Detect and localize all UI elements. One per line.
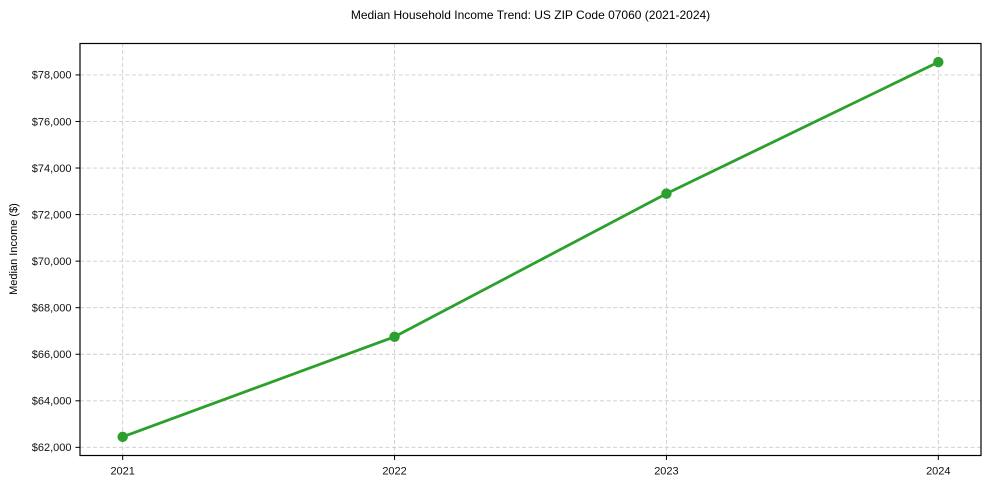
data-point: [933, 56, 944, 68]
x-tick-label: 2022: [382, 466, 406, 478]
y-tick-label: $70,000: [32, 256, 72, 268]
x-tick-label: 2021: [110, 466, 134, 478]
y-tick-label: $78,000: [32, 70, 72, 82]
axes-spines: [79, 42, 982, 457]
y-tick-label: $66,000: [32, 349, 72, 361]
data-point: [389, 331, 400, 342]
y-tick-label: $68,000: [32, 302, 72, 314]
y-tick-label: $64,000: [32, 396, 72, 408]
x-tick-label: 2024: [926, 466, 950, 478]
data-point: [117, 431, 128, 443]
y-tick-label: $62,000: [32, 442, 72, 454]
y-tick-label: $72,000: [32, 209, 72, 221]
x-tick-label: 2023: [654, 466, 678, 478]
y-tick-label: $76,000: [32, 116, 72, 128]
chart-title: Median Household Income Trend: US ZIP Co…: [350, 8, 711, 22]
data-point: [661, 188, 672, 199]
data-line: [121, 60, 940, 439]
y-tick-label: $74,000: [32, 163, 72, 175]
